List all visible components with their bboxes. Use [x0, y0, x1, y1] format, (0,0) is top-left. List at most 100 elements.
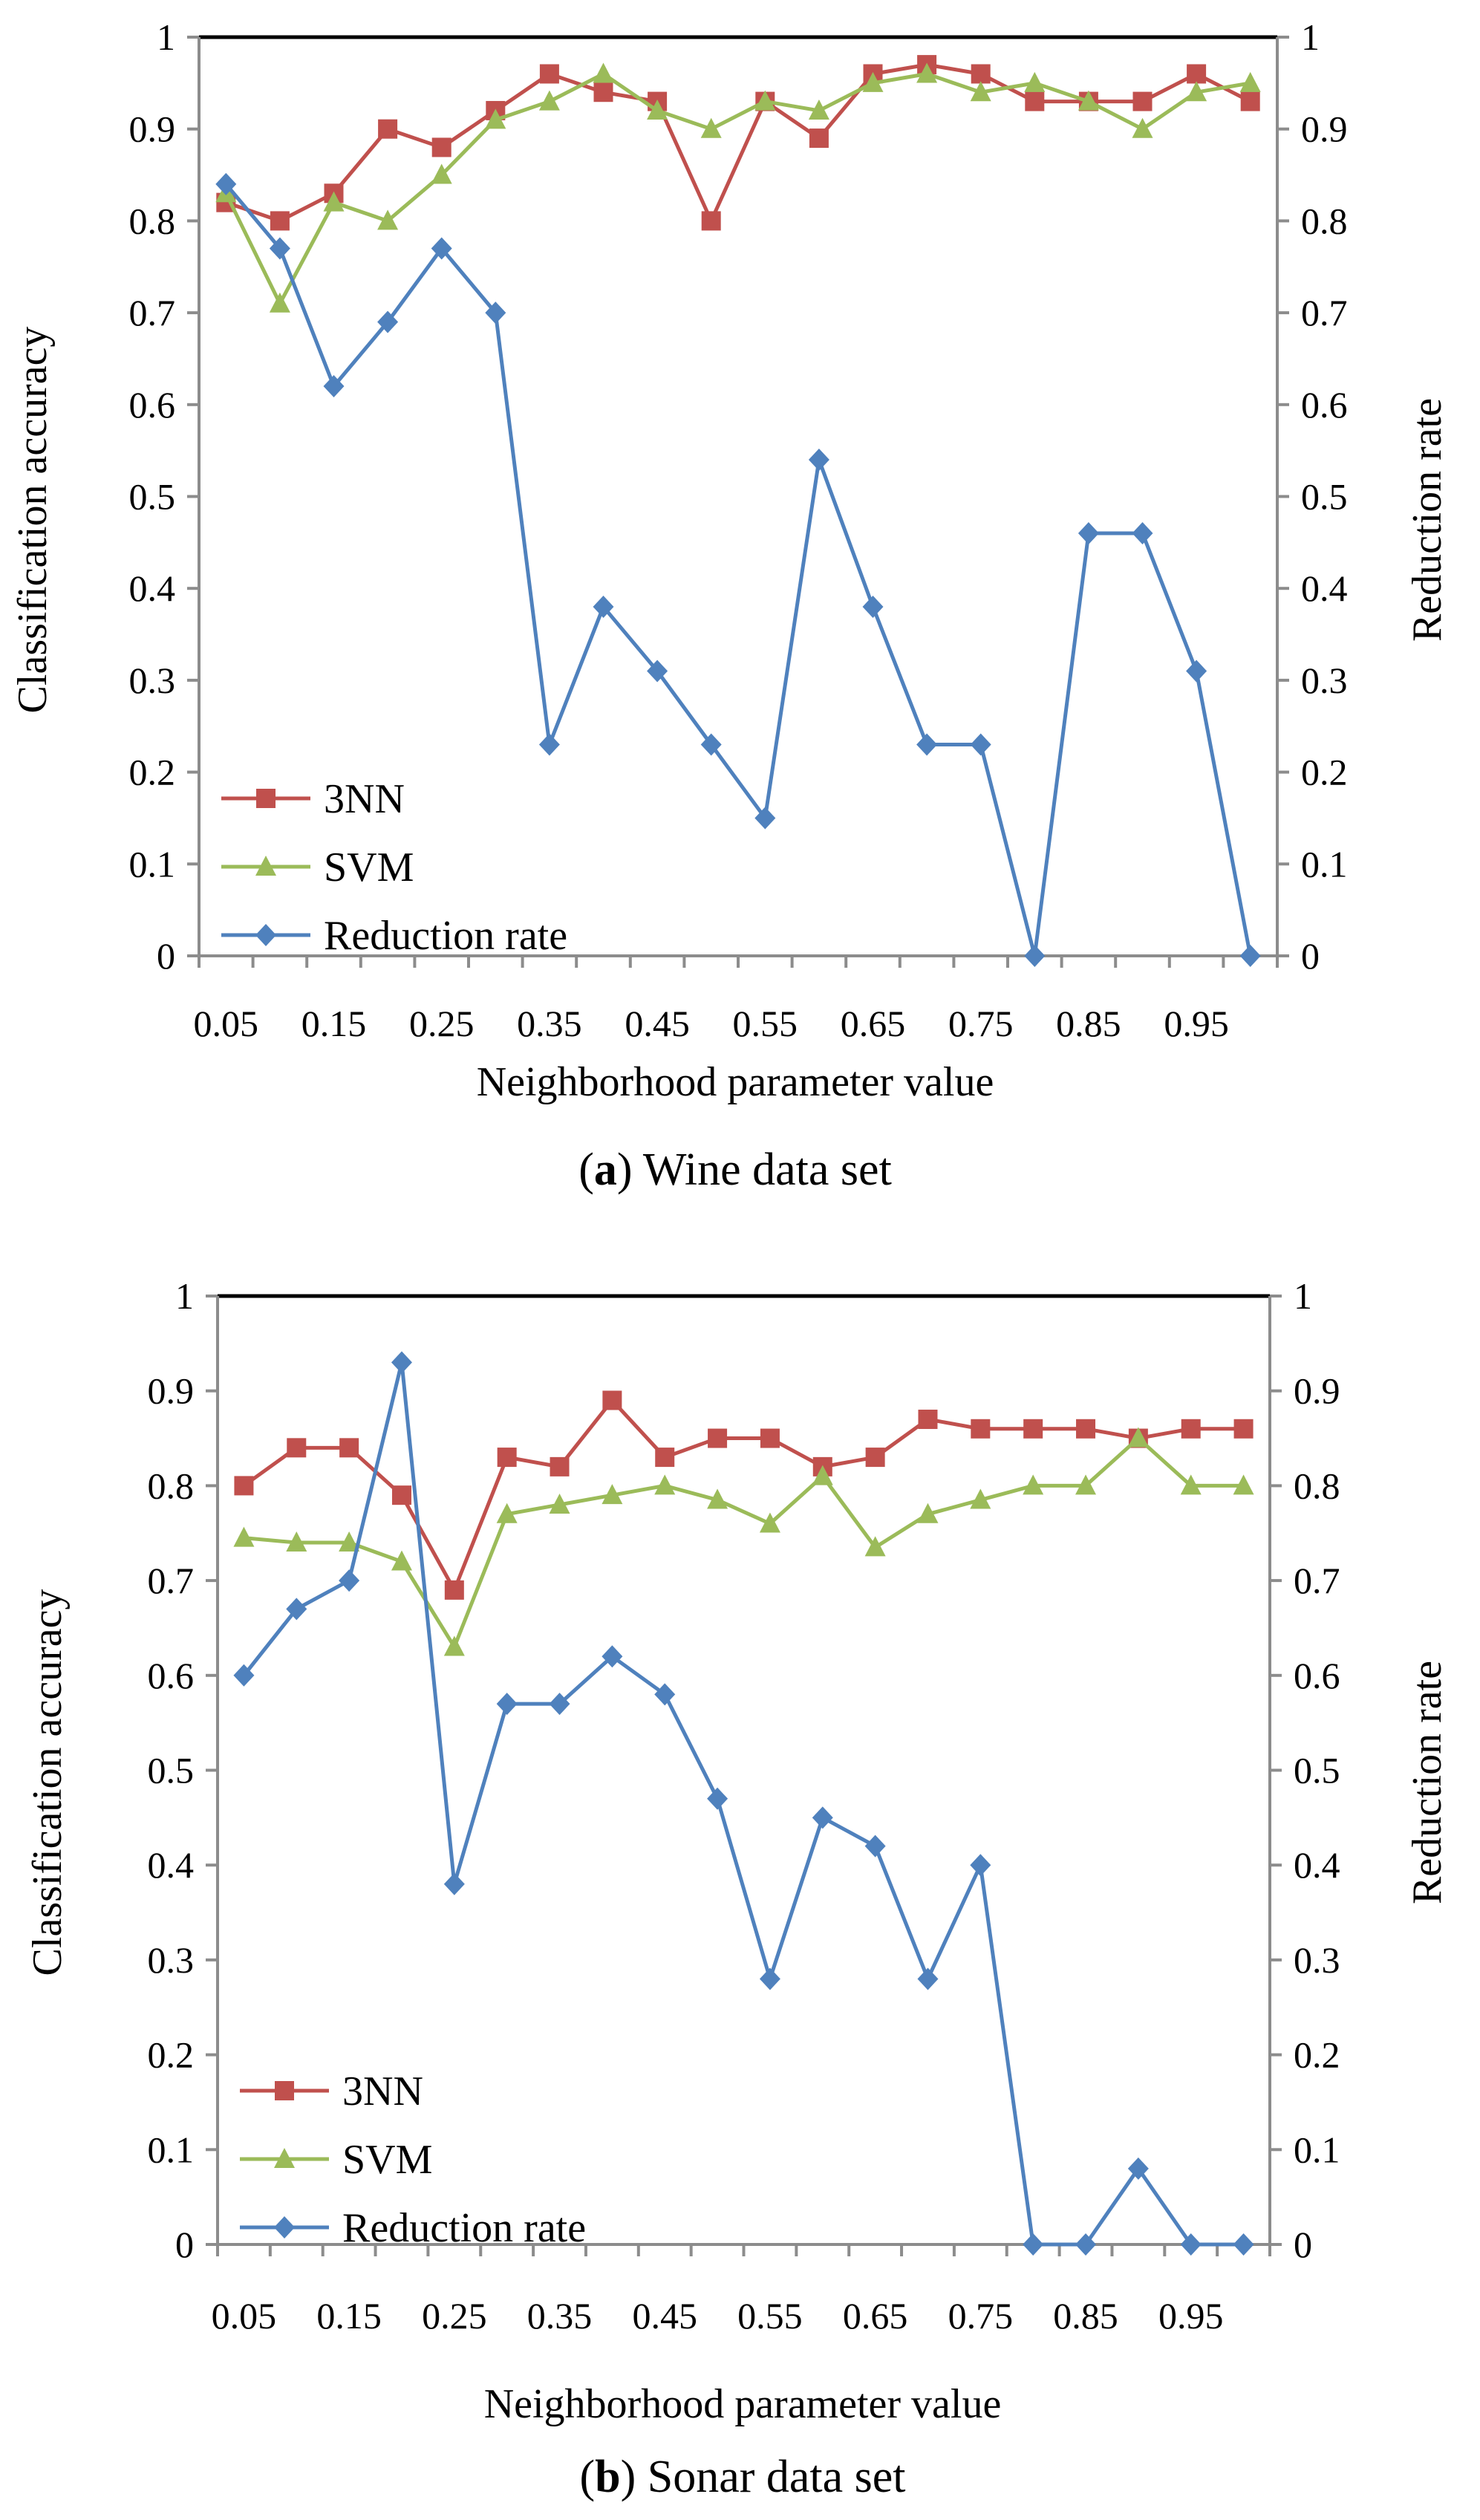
data-point-svm [377, 209, 399, 230]
caption-text: Sonar data set [648, 2452, 906, 2502]
data-point-svm [431, 163, 452, 184]
x-tick-label: 0.15 [301, 1003, 367, 1044]
data-point-reduction-rate [647, 660, 668, 683]
y-tick-label-right: 0.2 [1301, 752, 1348, 793]
x-tick-label: 0.25 [422, 2295, 487, 2337]
caption: (b) Sonar data set [579, 2452, 905, 2502]
x-tick-label: 0.85 [1053, 2295, 1118, 2337]
data-point-reduction-rate [485, 302, 506, 325]
data-point-reduction-rate [1024, 945, 1046, 967]
legend-label-reduction-rate: Reduction rate [324, 913, 567, 959]
data-point-reduction-rate [1180, 2233, 1202, 2256]
data-point-3nn [602, 1390, 622, 1410]
y-tick-label-left: 0.8 [148, 1465, 195, 1506]
data-point-svm [323, 191, 345, 212]
data-point-3nn [655, 1448, 675, 1468]
data-point-svm [864, 1536, 886, 1557]
legend-label-reduction-rate: Reduction rate [342, 2205, 586, 2251]
data-point-reduction-rate [754, 807, 776, 830]
chart-panel-a: 0 0.1 0.2 0.3 0.4 0.5 0.6 0.7 0.8 0.9 1 0 0.1 0.2 0.3… [10, 16, 1450, 1195]
legend-marker-reduction-rate [255, 924, 276, 946]
series-group [215, 55, 1261, 967]
data-point-reduction-rate [759, 1967, 780, 1990]
data-point-svm [647, 99, 668, 120]
y-tick-label-right: 0.8 [1294, 1465, 1340, 1506]
data-point-svm [970, 1488, 991, 1509]
data-point-svm [602, 1484, 623, 1505]
x-tick-label: 0.55 [737, 2295, 803, 2337]
y-tick-label-left: 0.8 [129, 200, 176, 241]
y-tick-label-left: 0.5 [148, 1750, 195, 1791]
y-tick-label-right: 1 [1294, 1275, 1312, 1317]
series-line-svm [224, 71, 1251, 306]
x-tick-label: 0.05 [194, 1003, 259, 1044]
y-tick-label-right: 1 [1301, 16, 1320, 58]
y-tick-label-right: 0.6 [1294, 1655, 1340, 1696]
data-point-reduction-rate [917, 1967, 939, 1990]
data-point-reduction-rate [1075, 2233, 1097, 2256]
caption-label: a [594, 1145, 617, 1195]
data-point-3nn [497, 1448, 517, 1468]
data-point-svm [759, 1512, 780, 1533]
data-point-reduction-rate [970, 733, 991, 756]
data-point-3nn [550, 1456, 570, 1476]
data-point-reduction-rate [602, 1645, 623, 1668]
data-point-svm [654, 1474, 676, 1495]
y-ticks-left: 0 0.1 0.2 0.3 0.4 0.5 0.6 0.7 0.8 0.9 1 [129, 16, 199, 977]
legend-marker-svm [274, 2148, 295, 2168]
y-axis-right-title: Reduction rate [1404, 398, 1450, 642]
legend-label-3nn: 3NN [342, 2068, 423, 2114]
data-point-3nn [701, 211, 721, 231]
data-point-reduction-rate [339, 1569, 360, 1592]
y-tick-label-left: 0 [157, 935, 175, 977]
series-line-svm [244, 1436, 1244, 1649]
data-point-svm [269, 292, 290, 313]
y-tick-label-left: 0.1 [129, 843, 176, 885]
data-point-3nn [1076, 1419, 1096, 1439]
data-point-reduction-rate [323, 375, 345, 398]
legend: 3NN SVM Reduction rate [240, 2068, 586, 2251]
data-point-3nn [708, 1428, 728, 1448]
data-point-svm [754, 90, 776, 111]
legend-marker-3nn [275, 2081, 294, 2100]
y-tick-label-left: 0.5 [129, 476, 176, 518]
y-tick-label-left: 0.6 [148, 1655, 195, 1696]
x-tick-label: 0.15 [316, 2295, 382, 2337]
data-point-3nn [539, 64, 559, 84]
y-axis-left-title: Classification accuracy [10, 327, 56, 714]
legend-label-svm: SVM [342, 2137, 432, 2183]
y-tick-label-right: 0.5 [1294, 1750, 1340, 1791]
data-point-svm [970, 81, 991, 102]
data-point-svm [1132, 117, 1153, 138]
data-point-3nn [287, 1438, 307, 1458]
y-ticks-left: 0 0.1 0.2 0.3 0.4 0.5 0.6 0.7 0.8 0.9 1 [148, 1275, 218, 2265]
data-point-reduction-rate [1078, 521, 1099, 544]
legend-marker-svm [255, 856, 276, 876]
data-point-reduction-rate [862, 595, 884, 618]
data-point-3nn [1233, 1419, 1254, 1439]
legend: 3NN SVM Reduction rate [221, 776, 567, 959]
data-point-reduction-rate [700, 733, 722, 756]
data-point-svm [707, 1488, 728, 1509]
data-point-svm [391, 1550, 412, 1571]
y-ticks-right: 0 0.1 0.2 0.3 0.4 0.5 0.6 0.7 0.8 0.9 1 [1277, 16, 1348, 977]
data-point-svm [549, 1493, 570, 1514]
data-point-reduction-rate [549, 1693, 570, 1716]
legend-label-svm: SVM [324, 844, 414, 891]
y-tick-label-right: 0.3 [1301, 660, 1348, 701]
data-point-svm [339, 1531, 360, 1552]
data-point-svm [1024, 71, 1046, 92]
data-point-svm [1023, 1474, 1044, 1495]
y-tick-label-left: 0.2 [148, 2034, 195, 2076]
data-point-svm [233, 1526, 255, 1547]
data-point-svm [808, 99, 829, 120]
x-tick-label: 0.65 [843, 2295, 908, 2337]
data-point-reduction-rate [431, 237, 452, 260]
data-point-svm [1233, 1474, 1254, 1495]
data-point-reduction-rate [1132, 521, 1153, 544]
data-point-reduction-rate [377, 310, 399, 333]
x-tick-label: 0.45 [632, 2295, 697, 2337]
caption: (a) Wine data set [578, 1145, 892, 1195]
